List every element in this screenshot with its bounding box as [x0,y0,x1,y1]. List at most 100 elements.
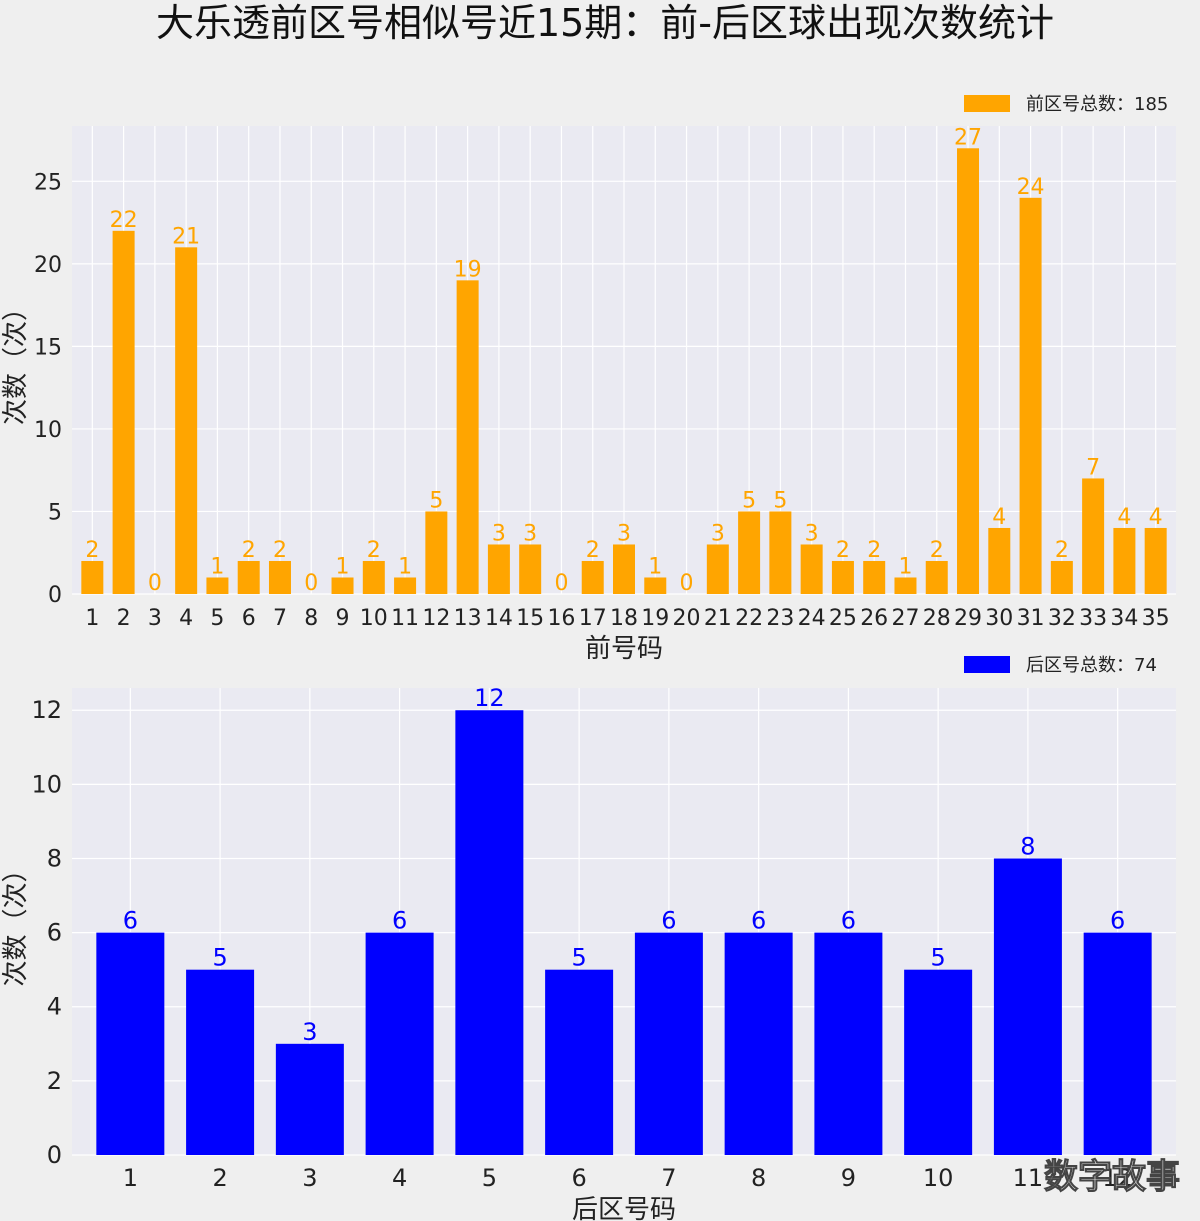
front-xtick-label: 6 [242,606,256,631]
front-xtick-label: 15 [516,606,544,631]
back-bar [724,932,793,1155]
front-bar [456,280,479,594]
front-bar-value-label: 19 [454,257,482,282]
front-bar-value-label: 2 [85,538,99,563]
front-bar [769,511,792,594]
front-bar-value-label: 2 [586,538,600,563]
front-bar-value-label: 27 [954,125,982,150]
back-bar-value-label: 8 [1020,832,1035,860]
back-xtick-label: 9 [841,1164,856,1192]
front-bar-value-label: 3 [523,521,537,546]
front-xtick-label: 35 [1142,606,1170,631]
back-ytick-label: 0 [47,1141,62,1169]
front-bar-value-label: 2 [1055,538,1069,563]
front-bar [519,544,542,594]
front-bar-value-label: 1 [898,554,912,579]
front-bar-value-label: 7 [1086,455,1100,480]
front-bar [394,577,417,594]
front-xtick-label: 25 [829,606,857,631]
back-ytick-label: 2 [47,1067,62,1095]
front-bar-value-label: 1 [336,554,350,579]
front-bar [831,560,854,594]
front-bar-value-label: 1 [648,554,662,579]
front-bar [800,544,823,594]
back-x-axis-label: 后区号码 [572,1195,676,1221]
front-bar-value-label: 1 [210,554,224,579]
front-bar-value-label: 0 [680,571,694,596]
back-bar [186,969,255,1155]
front-xtick-label: 33 [1079,606,1107,631]
back-xtick-label: 1 [123,1164,138,1192]
front-bar [706,544,729,594]
back-bar-value-label: 5 [212,944,227,972]
back-bar-value-label: 6 [841,907,856,935]
front-bar [925,560,948,594]
front-zone-chart: 0510152025212220321415262708192101115121… [1,94,1176,664]
back-bar-value-label: 12 [474,684,505,712]
front-xtick-label: 24 [798,606,826,631]
front-xtick-label: 29 [954,606,982,631]
back-xtick-label: 3 [302,1164,317,1192]
front-bar-value-label: 2 [930,538,944,563]
front-xtick-label: 13 [454,606,482,631]
back-ytick-label: 12 [31,696,62,724]
back-xtick-label: 10 [923,1164,954,1192]
back-bar [96,932,165,1155]
front-bar [1019,197,1042,595]
back-bar-value-label: 5 [931,944,946,972]
front-xtick-label: 18 [610,606,638,631]
front-bar-value-label: 2 [367,538,381,563]
back-bar-value-label: 6 [751,907,766,935]
front-xtick-label: 8 [304,606,318,631]
back-legend-label: 后区号总数：74 [1026,655,1157,676]
back-xtick-label: 11 [1013,1164,1044,1192]
front-xtick-label: 4 [179,606,193,631]
figure-title: 大乐透前区号相似号近15期：前-后区球出现次数统计 [156,1,1054,45]
back-bar [455,710,524,1155]
front-bar [1082,478,1105,594]
front-bar-value-label: 4 [992,505,1006,530]
front-bar [175,247,198,595]
watermark: 数字故事 [1044,1157,1180,1197]
back-bar [1083,932,1152,1155]
front-bar [738,511,761,594]
front-y-axis-label: 次数（次） [1,295,31,425]
front-bar [957,148,980,595]
front-ytick-label: 5 [48,500,62,525]
front-bar-value-label: 3 [711,521,725,546]
front-xtick-label: 31 [1017,606,1045,631]
front-bar [988,527,1011,594]
back-xtick-label: 7 [661,1164,676,1192]
front-bar-value-label: 5 [429,488,443,513]
front-bar-value-label: 0 [148,571,162,596]
front-xtick-label: 30 [985,606,1013,631]
back-bar [275,1043,344,1155]
front-bar [644,577,667,594]
front-xtick-label: 26 [860,606,888,631]
front-bar-value-label: 5 [773,488,787,513]
back-bar [634,932,703,1155]
front-xtick-label: 19 [641,606,669,631]
back-ytick-label: 8 [47,844,62,872]
back-xtick-label: 8 [751,1164,766,1192]
front-legend-label: 前区号总数：185 [1026,94,1168,115]
front-xtick-label: 20 [673,606,701,631]
front-ytick-label: 10 [34,418,62,443]
back-plot-area [72,688,1176,1155]
front-bar-value-label: 3 [617,521,631,546]
front-bar-value-label: 22 [110,208,138,233]
back-xtick-label: 6 [571,1164,586,1192]
back-y-axis-label: 次数（次） [1,856,31,986]
front-bar [1144,527,1167,594]
front-xtick-label: 17 [579,606,607,631]
front-bar [112,230,135,595]
front-bar-value-label: 24 [1017,175,1045,200]
front-bar [362,560,385,594]
front-bar [206,577,229,594]
front-xtick-label: 27 [891,606,919,631]
front-xtick-label: 32 [1048,606,1076,631]
front-bar [237,560,260,594]
front-x-axis-label: 前号码 [585,634,663,664]
back-bar-value-label: 6 [392,907,407,935]
